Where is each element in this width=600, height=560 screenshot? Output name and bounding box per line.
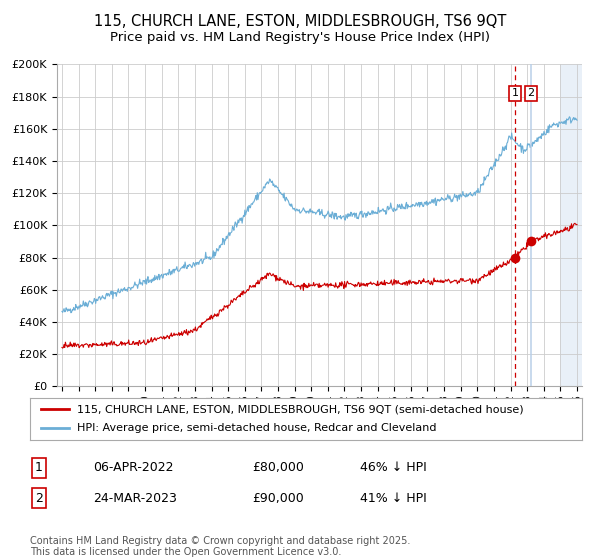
Text: 1: 1: [35, 461, 43, 474]
Text: 46% ↓ HPI: 46% ↓ HPI: [360, 461, 427, 474]
Text: 06-APR-2022: 06-APR-2022: [93, 461, 173, 474]
Text: £90,000: £90,000: [252, 492, 304, 505]
Text: 2: 2: [527, 88, 535, 99]
Text: 1: 1: [512, 88, 518, 99]
Text: £80,000: £80,000: [252, 461, 304, 474]
Text: 2: 2: [35, 492, 43, 505]
Text: Contains HM Land Registry data © Crown copyright and database right 2025.
This d: Contains HM Land Registry data © Crown c…: [30, 535, 410, 557]
Text: 115, CHURCH LANE, ESTON, MIDDLESBROUGH, TS6 9QT (semi-detached house): 115, CHURCH LANE, ESTON, MIDDLESBROUGH, …: [77, 404, 524, 414]
Text: HPI: Average price, semi-detached house, Redcar and Cleveland: HPI: Average price, semi-detached house,…: [77, 423, 436, 433]
Bar: [560, 64, 582, 386]
Text: 41% ↓ HPI: 41% ↓ HPI: [360, 492, 427, 505]
Text: 24-MAR-2023: 24-MAR-2023: [93, 492, 177, 505]
Text: 115, CHURCH LANE, ESTON, MIDDLESBROUGH, TS6 9QT: 115, CHURCH LANE, ESTON, MIDDLESBROUGH, …: [94, 14, 506, 29]
Text: Price paid vs. HM Land Registry's House Price Index (HPI): Price paid vs. HM Land Registry's House …: [110, 31, 490, 44]
